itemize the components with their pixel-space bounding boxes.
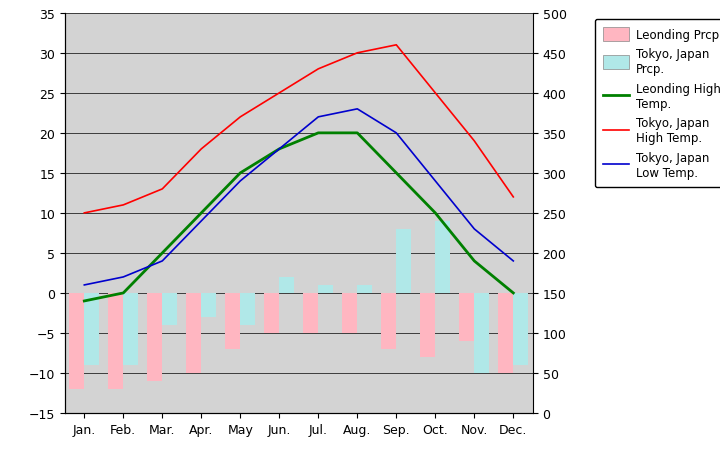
Bar [357,285,372,293]
Bar [303,293,318,333]
Bar [498,293,513,373]
Bar [279,277,294,293]
Bar [264,293,279,333]
Bar [123,293,138,365]
Bar [343,293,357,333]
Bar [225,293,240,349]
Bar [396,230,411,293]
Legend: Leonding Prcp., Tokyo, Japan
Prcp., Leonding High
Temp., Tokyo, Japan
High Temp.: Leonding Prcp., Tokyo, Japan Prcp., Leon… [595,20,720,188]
Bar [109,293,123,389]
Bar [420,293,436,357]
Bar [240,293,255,325]
Bar [459,293,474,341]
Bar [162,293,177,325]
Bar [436,221,450,293]
Bar [69,293,84,389]
Bar [382,293,396,349]
Bar [513,293,528,365]
Bar [318,285,333,293]
Bar [474,293,489,373]
Bar [148,293,162,381]
Bar [186,293,202,373]
Bar [84,293,99,365]
Bar [202,293,216,317]
